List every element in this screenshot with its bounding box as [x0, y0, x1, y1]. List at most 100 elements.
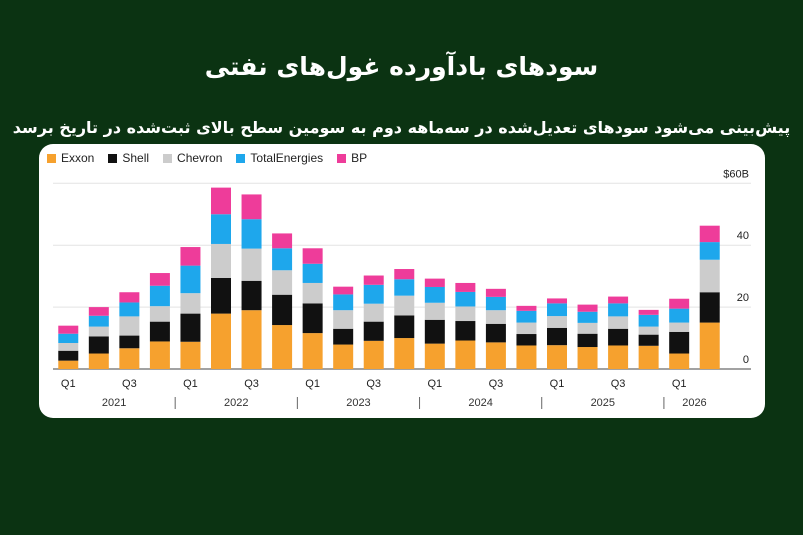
bar-segment — [58, 350, 79, 361]
x-tick-label: Q1 — [305, 378, 320, 390]
bar-segment — [516, 305, 537, 311]
bar-segment — [669, 298, 690, 309]
bar-segment — [149, 306, 170, 322]
bar-segment — [180, 313, 201, 342]
bar-segment — [149, 341, 170, 369]
bar-segment — [638, 345, 659, 369]
bar-segment — [211, 278, 231, 314]
bar-segment — [485, 342, 506, 369]
bar-segment — [302, 263, 323, 283]
bar-segment — [272, 233, 293, 249]
x-tick-label: Q1 — [550, 378, 565, 390]
bar-segment — [577, 347, 598, 369]
legend-label-bp: BP — [351, 151, 368, 165]
year-label: 2021 — [102, 397, 126, 409]
x-tick-label: Q3 — [489, 378, 504, 390]
bar-segment — [699, 225, 720, 243]
legend-swatch-totalenergies — [236, 153, 246, 163]
bar-segment — [180, 247, 201, 266]
bar-segment — [394, 279, 415, 296]
bar-segment — [58, 360, 79, 369]
bar-segment — [516, 322, 537, 335]
page-subtitle: پیش‌بینی می‌شود سودهای تعدیل‌شده در سه‌م… — [12, 118, 791, 137]
bar-segment — [302, 282, 323, 304]
bar-segment — [577, 304, 598, 312]
bar-segment — [119, 316, 140, 336]
bar-segment — [608, 328, 629, 346]
bar-segment — [577, 311, 598, 323]
bar-segment — [272, 248, 293, 271]
bar-segment — [424, 343, 445, 369]
legend-label-totalenergies: TotalEnergies — [250, 151, 324, 165]
bar-segment — [363, 321, 384, 341]
x-tick-label: Q3 — [611, 378, 626, 390]
bar-segment — [485, 323, 506, 343]
bar-segment — [149, 285, 170, 307]
bar-segment — [455, 321, 476, 341]
bar-segment — [516, 334, 537, 346]
chart-legend: Exxon Shell Chevron TotalEnergies BP — [47, 151, 367, 165]
x-tick-label: Q1 — [61, 378, 76, 390]
bar-segment — [394, 315, 415, 339]
bar-segment — [88, 336, 109, 354]
bar-segment — [699, 242, 720, 260]
year-label: 2022 — [224, 397, 248, 409]
bar-segment — [58, 333, 79, 343]
bar-segment — [302, 333, 323, 369]
bar-segment — [424, 319, 445, 344]
bar-segment — [638, 309, 659, 315]
y-tick-label: $60B — [723, 168, 749, 180]
legend-item-bp: BP — [337, 151, 367, 165]
bar-segment — [241, 280, 262, 311]
bar-segment — [333, 328, 354, 345]
bar-segment — [363, 275, 384, 285]
bar-segment — [88, 353, 109, 369]
bar-segment — [272, 270, 293, 295]
bar-segment — [455, 340, 476, 369]
bar-segment — [119, 335, 140, 349]
bar-segment — [180, 341, 201, 369]
bar-segment — [302, 248, 323, 264]
bar-segment — [333, 294, 354, 311]
bar-segment — [699, 259, 720, 293]
x-tick-label: Q3 — [122, 378, 137, 390]
bar-segment — [485, 288, 506, 297]
bar-segment — [333, 344, 354, 369]
y-tick-label: 40 — [737, 230, 749, 242]
x-tick-label: Q1 — [183, 378, 198, 390]
bar-segment — [455, 306, 476, 322]
y-tick-label: 20 — [737, 292, 749, 304]
bar-segment — [363, 340, 384, 369]
bar-segment — [424, 302, 445, 320]
bar-segment — [88, 307, 109, 316]
x-tick-label: Q3 — [366, 378, 381, 390]
bar-segment — [608, 296, 629, 304]
bar-segment — [272, 294, 293, 326]
legend-label-shell: Shell — [122, 151, 150, 165]
bar-segment — [608, 345, 629, 369]
bar-segment — [119, 292, 140, 303]
x-tick-label: Q3 — [244, 378, 259, 390]
page-title: سودهای بادآورده غول‌های نفتی — [204, 52, 599, 81]
legend-item-chevron: Chevron — [163, 151, 222, 165]
bar-segment — [485, 310, 506, 324]
bar-segment — [424, 286, 445, 303]
bar-segment — [88, 315, 109, 327]
bar-segment — [241, 219, 262, 249]
bar-segment — [577, 322, 598, 334]
legend-swatch-chevron — [163, 153, 173, 163]
bar-segment — [638, 314, 659, 327]
bar-segment — [149, 273, 170, 286]
bar-segment — [608, 303, 629, 317]
bar-segment — [547, 298, 567, 304]
bar-segment — [455, 282, 476, 292]
bar-segment — [363, 303, 384, 322]
bar-segment — [333, 310, 354, 329]
bar-segment — [211, 187, 231, 215]
bar-segment — [241, 310, 262, 369]
bar-segment — [394, 269, 415, 280]
legend-item-exxon: Exxon — [47, 151, 94, 165]
bar-segment — [669, 308, 690, 323]
bar-segment — [455, 291, 476, 307]
stacked-bar-chart: 0 20 40 $60B Q1 Q3 Q1 Q3 Q1 Q3 Q1 Q3 Q1 Q3 Q1 2021 2022 2… — [53, 168, 751, 409]
